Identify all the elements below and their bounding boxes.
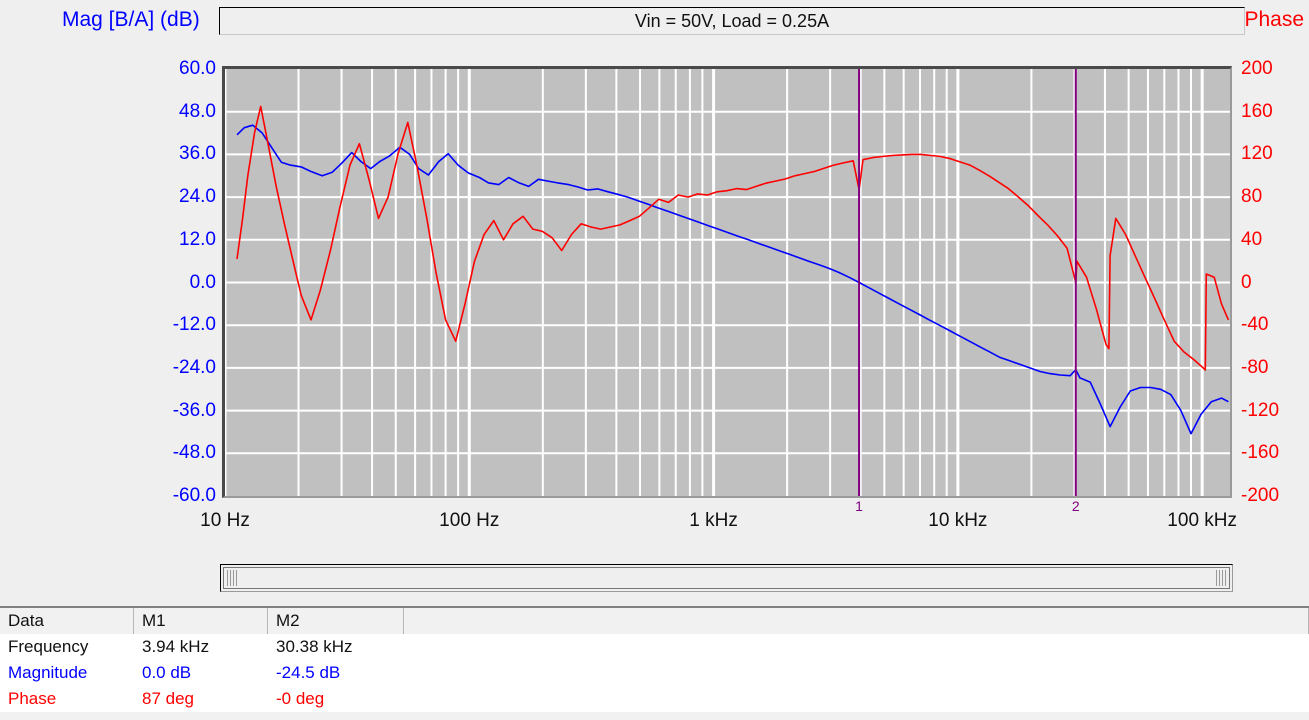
table-row[interactable]: Magnitude 0.0 dB -24.5 dB	[0, 660, 1309, 686]
table-header-row: Data M1 M2	[0, 608, 1309, 634]
x-tick: 10 Hz	[200, 510, 250, 531]
x-tick: 100 kHz	[1167, 510, 1238, 531]
scrollbar-thumb[interactable]	[223, 567, 1230, 589]
table-row-label: Magnitude	[8, 663, 88, 682]
table-cell-m1: 87 deg	[142, 689, 194, 708]
bode-plot-svg	[225, 69, 1230, 496]
scrollbar-grip-left-icon[interactable]	[227, 570, 237, 586]
y-tick-left: -48.0	[172, 442, 216, 464]
y-tick-left: 60.0	[179, 58, 216, 79]
y-tick-right: -40	[1241, 314, 1269, 336]
y-tick-right: -200	[1241, 485, 1280, 506]
y-tick-right: 120	[1241, 143, 1273, 165]
plot-canvas[interactable]	[222, 66, 1232, 498]
table-cell-m2: -0 deg	[276, 689, 325, 708]
series-magnitude	[236, 124, 1229, 435]
y-tick-left: 24.0	[179, 186, 216, 208]
y-tick-right: -80	[1241, 356, 1269, 378]
x-tick: 10 kHz	[928, 510, 988, 531]
y-tick-right: -120	[1241, 399, 1280, 421]
y-tick-left: -24.0	[172, 356, 216, 378]
y-tick-right: 80	[1241, 186, 1263, 208]
magnitude-axis-title: Mag [B/A] (dB)	[62, 8, 200, 31]
y-tick-right: -160	[1241, 442, 1280, 464]
y-tick-left: 36.0	[179, 143, 216, 165]
marker-data-table: Data M1 M2 Frequency 3.94 kHz 30.38 kHz Magni…	[0, 606, 1309, 720]
plot-region: 60.0 48.0 36.0 24.0 12.0 0.0 -12.0 -24.0 -36.0 -4…	[0, 40, 1309, 550]
y-tick-left: 0.0	[189, 271, 216, 293]
marker-label-1[interactable]: 1	[855, 498, 863, 514]
y-tick-left: -36.0	[172, 399, 216, 421]
table-row[interactable]: Phase 87 deg -0 deg	[0, 686, 1309, 712]
table-row[interactable]: Frequency 3.94 kHz 30.38 kHz	[0, 634, 1309, 660]
horizontal-scrollbar[interactable]	[220, 564, 1233, 592]
phase-axis-title: Phase	[1244, 8, 1304, 31]
table-column-header[interactable]	[404, 608, 1309, 634]
table-cell-m1: 3.94 kHz	[142, 637, 210, 656]
table-body: Frequency 3.94 kHz 30.38 kHz Magnitude 0.0 d…	[0, 634, 1309, 712]
plot-title: Vin = 50V, Load = 0.25A	[634, 10, 830, 31]
y-tick-left: -60.0	[172, 485, 216, 506]
x-tick: 100 Hz	[439, 510, 500, 531]
table-cell-m1: 0.0 dB	[142, 663, 192, 682]
y-tick-right: 160	[1241, 100, 1273, 122]
y-tick-left: 48.0	[179, 100, 216, 122]
table-row-label: Frequency	[8, 637, 89, 656]
series-phase	[236, 105, 1230, 371]
y-tick-right: 200	[1241, 58, 1273, 79]
grid-horizontal	[225, 110, 1230, 455]
x-axis-ticks: 10 Hz 100 Hz 1 kHz 10 kHz 100 kHz	[200, 510, 1237, 550]
scrollbar-grip-right-icon[interactable]	[1216, 570, 1226, 586]
y-tick-right: 40	[1241, 228, 1263, 250]
y-tick-left: 12.0	[179, 228, 216, 250]
marker-label-2[interactable]: 2	[1071, 498, 1080, 514]
x-tick: 1 kHz	[689, 510, 738, 531]
table-column-header[interactable]: M1	[134, 608, 268, 634]
y-axis-right-ticks: 200 160 120 80 40 0 -40 -80 -120 -160 -200	[1241, 40, 1309, 550]
y-axis-left-ticks: 60.0 48.0 36.0 24.0 12.0 0.0 -12.0 -24.0 -36.0 -4…	[106, 40, 216, 550]
table-column-header[interactable]: Data	[0, 608, 134, 634]
table-column-header[interactable]: M2	[268, 608, 404, 634]
y-tick-left: -12.0	[172, 314, 216, 336]
table-row-label: Phase	[8, 689, 57, 708]
plot-header-bar: Mag [B/A] (dB) Vin = 50V, Load = 0.25A P…	[0, 0, 1309, 40]
plot-title-box[interactable]: Vin = 50V, Load = 0.25A	[219, 7, 1245, 35]
table-cell-m2: 30.38 kHz	[276, 637, 353, 656]
y-tick-right: 0	[1241, 271, 1252, 293]
table-cell-m2: -24.5 dB	[276, 663, 341, 682]
